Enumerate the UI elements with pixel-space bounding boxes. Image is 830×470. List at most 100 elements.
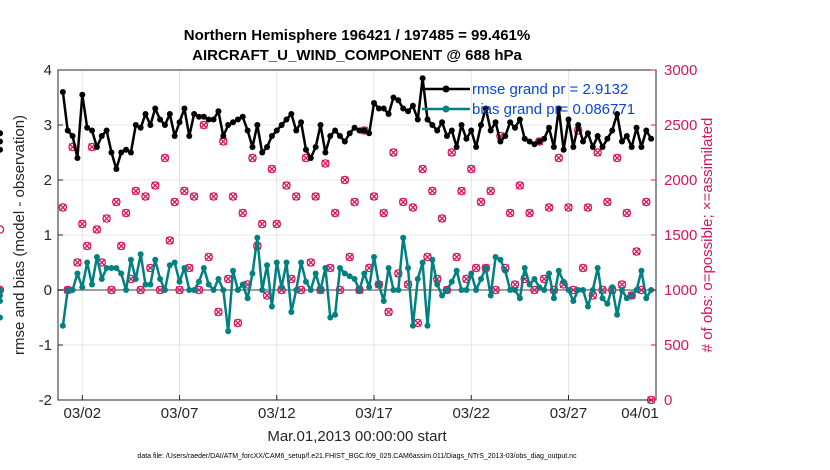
- data-point-bias: [332, 311, 339, 318]
- data-point-bias: [0, 314, 3, 321]
- data-point-rmse: [638, 144, 645, 150]
- data-point-rmse: [118, 149, 125, 156]
- obs-assimilated-marker: [467, 165, 476, 173]
- data-point-rmse: [643, 127, 650, 134]
- data-point-rmse: [191, 111, 198, 117]
- data-point-bias: [599, 295, 606, 302]
- obs-possible-marker: [257, 219, 267, 229]
- obs-possible-marker: [112, 197, 121, 207]
- data-point-rmse: [0, 130, 3, 137]
- data-point-bias: [307, 287, 314, 293]
- x-tick-label: 03/07: [161, 405, 199, 422]
- data-point-bias: [546, 270, 553, 277]
- obs-assimilated-marker: [593, 148, 602, 157]
- obs-possible-marker: [389, 148, 398, 157]
- data-point-rmse: [390, 94, 397, 101]
- obs-assimilated-marker: [83, 242, 92, 250]
- data-point-bias: [293, 287, 300, 293]
- data-point-rmse: [210, 116, 217, 123]
- obs-assimilated-marker: [477, 198, 485, 206]
- data-point-bias: [458, 287, 465, 293]
- legend-label-bias: bias grand pr= 0.086771: [472, 101, 635, 118]
- obs-assimilated-marker: [224, 275, 233, 283]
- obs-assimilated-marker: [297, 286, 305, 294]
- obs-assimilated-marker: [219, 137, 228, 146]
- obs-assimilated-marker: [209, 192, 218, 201]
- data-point-rmse: [385, 111, 392, 117]
- data-point-rmse: [614, 111, 621, 117]
- obs-possible-marker: [622, 208, 632, 218]
- obs-assimilated-marker: [131, 187, 140, 195]
- obs-assimilated-marker: [603, 198, 612, 206]
- y-left-tick-label: 3: [44, 117, 52, 134]
- data-point-rmse: [157, 116, 164, 123]
- data-point-bias: [230, 267, 237, 274]
- data-point-bias: [239, 281, 246, 288]
- data-point-rmse: [142, 111, 149, 117]
- obs-assimilated-marker: [516, 181, 524, 190]
- data-point-rmse: [293, 127, 300, 134]
- chart-title-line-2: AIRCRAFT_U_WIND_COMPONENT @ 688 hPa: [192, 47, 522, 64]
- obs-possible-marker: [311, 192, 320, 201]
- y-left-tick-label: 2: [44, 172, 52, 189]
- data-point-bias: [161, 287, 168, 293]
- obs-possible-marker: [642, 197, 651, 207]
- obs-possible-marker: [335, 285, 345, 295]
- data-point-rmse: [108, 149, 115, 156]
- data-point-bias: [526, 281, 533, 288]
- data-point-bias: [181, 265, 188, 271]
- data-point-bias: [555, 267, 562, 274]
- data-point-bias: [609, 284, 616, 291]
- y-left-tick-label: 1: [44, 227, 52, 244]
- data-point-rmse: [195, 113, 202, 120]
- data-point-rmse: [64, 127, 71, 134]
- x-tick-label: 03/12: [258, 405, 296, 422]
- data-point-bias: [234, 287, 241, 293]
- data-point-bias: [385, 265, 392, 271]
- obs-possible-marker: [0, 225, 5, 234]
- data-point-bias: [0, 298, 3, 304]
- data-point-rmse: [351, 124, 358, 131]
- data-point-rmse: [288, 111, 295, 117]
- obs-assimilated-marker: [622, 209, 631, 217]
- data-point-bias: [409, 322, 416, 329]
- data-point-bias: [259, 287, 266, 293]
- data-point-rmse: [589, 144, 596, 150]
- obs-assimilated-marker: [161, 154, 169, 162]
- data-point-bias: [405, 265, 412, 271]
- data-point-rmse: [123, 146, 130, 153]
- obs-possible-marker: [199, 120, 209, 130]
- data-file-footer: data file: /Users/raeder/DAI/ATM_forcXX/…: [137, 453, 577, 460]
- obs-possible-marker: [209, 192, 218, 201]
- data-point-bias: [93, 254, 100, 260]
- data-point-bias: [103, 265, 110, 271]
- obs-assimilated-marker: [165, 236, 174, 245]
- data-point-bias: [531, 276, 538, 282]
- data-point-bias: [0, 292, 3, 299]
- obs-possible-marker: [78, 219, 87, 229]
- obs-assimilated-marker: [234, 319, 242, 327]
- obs-assimilated-marker: [141, 192, 150, 201]
- obs-possible-marker: [452, 252, 461, 262]
- data-point-bias: [127, 256, 134, 263]
- data-point-bias: [473, 287, 480, 293]
- data-point-rmse: [497, 138, 504, 145]
- obs-assimilated-marker: [457, 187, 466, 195]
- obs-possible-marker: [248, 153, 257, 163]
- obs-possible-marker: [603, 197, 612, 207]
- data-point-bias: [166, 262, 173, 269]
- data-point-bias: [147, 281, 154, 288]
- data-point-bias: [575, 287, 582, 293]
- data-point-rmse: [507, 119, 514, 126]
- data-point-rmse: [152, 105, 159, 112]
- data-point-bias: [298, 259, 305, 266]
- obs-assimilated-marker: [340, 176, 349, 184]
- obs-assimilated-marker: [112, 198, 121, 206]
- obs-assimilated-marker: [282, 181, 291, 190]
- data-point-rmse: [166, 111, 173, 117]
- obs-assimilated-marker: [584, 203, 592, 212]
- data-point-bias: [448, 278, 455, 285]
- obs-possible-marker: [58, 203, 68, 212]
- obs-assimilated-marker: [59, 203, 67, 212]
- obs-possible-marker: [471, 263, 481, 273]
